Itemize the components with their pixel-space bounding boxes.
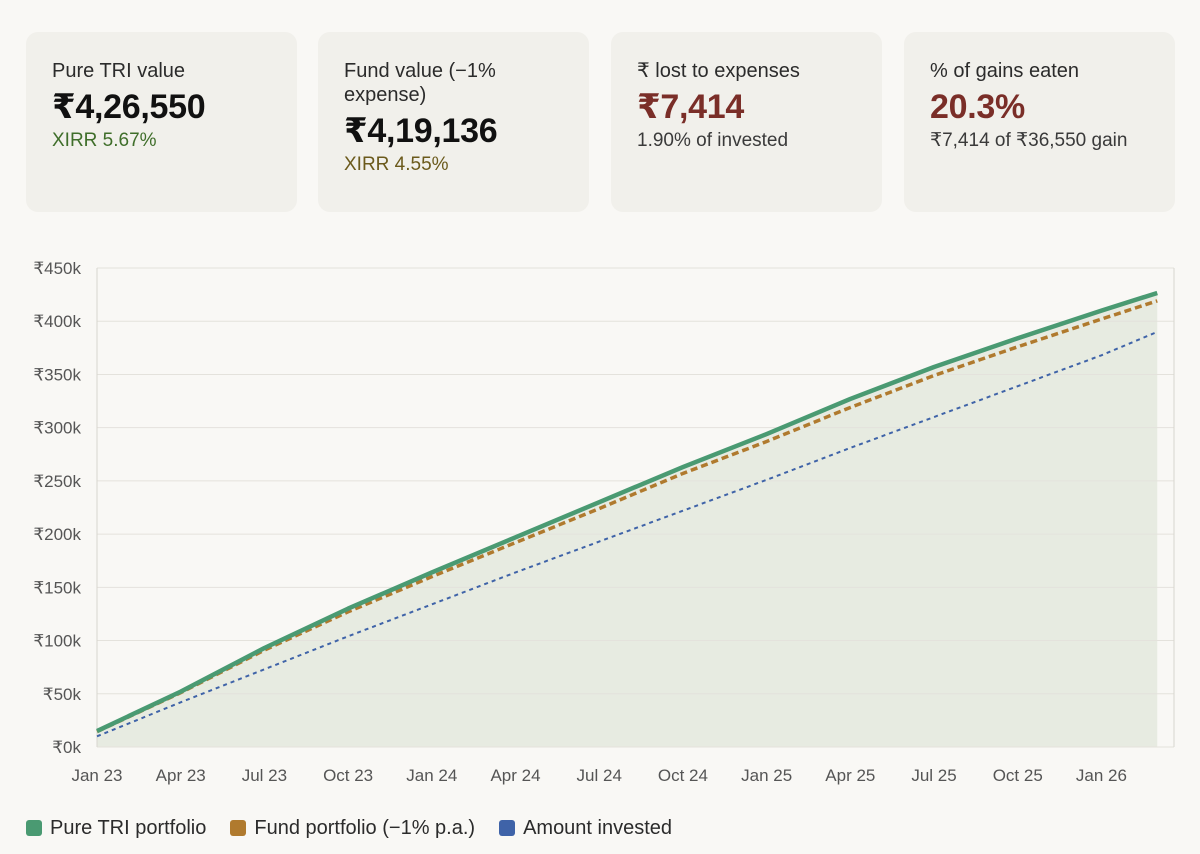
x-tick-label: Oct 25 bbox=[993, 766, 1043, 785]
card-sub: XIRR 5.67% bbox=[52, 130, 157, 151]
y-tick-label: ₹100k bbox=[33, 632, 81, 651]
card-pure-tri: Pure TRI value ₹4,26,550 XIRR 5.67% bbox=[26, 32, 297, 212]
x-tick-label: Oct 24 bbox=[658, 766, 708, 785]
y-tick-label: ₹200k bbox=[33, 525, 81, 544]
card-gains-eaten: % of gains eaten 20.3% ₹7,414 of ₹36,550… bbox=[904, 32, 1175, 212]
card-label: Fund value (−1% expense) bbox=[344, 60, 496, 106]
x-tick-label: Jan 23 bbox=[71, 766, 122, 785]
card-value: ₹4,19,136 bbox=[344, 112, 498, 150]
legend-swatch-invested bbox=[499, 820, 516, 836]
summary-cards: Pure TRI value ₹4,26,550 XIRR 5.67% Fund… bbox=[26, 32, 1186, 212]
legend-label: Amount invested bbox=[523, 816, 673, 839]
legend-item-invested[interactable]: Amount invested bbox=[499, 817, 672, 840]
legend-swatch-fund bbox=[230, 820, 247, 836]
y-tick-label: ₹250k bbox=[33, 472, 81, 491]
card-value: ₹4,26,550 bbox=[52, 88, 206, 126]
x-tick-label: Jul 25 bbox=[911, 766, 956, 785]
y-tick-label: ₹350k bbox=[33, 365, 81, 384]
x-tick-label: Jan 24 bbox=[406, 766, 457, 785]
x-tick-label: Apr 23 bbox=[156, 766, 206, 785]
card-label: Pure TRI value bbox=[52, 60, 186, 82]
growth-chart: ₹0k ₹50k ₹100k ₹150k ₹200k ₹250k ₹300k ₹350k ₹40… bbox=[33, 259, 1175, 785]
legend-swatch-tri bbox=[26, 820, 42, 836]
card-lost-to-expenses: ₹ lost to expenses ₹7,414 1.90% of inves… bbox=[611, 32, 882, 212]
x-tick-label: Jul 23 bbox=[242, 766, 287, 785]
y-tick-label: ₹50k bbox=[43, 685, 82, 704]
card-value: 20.3% bbox=[930, 88, 1025, 126]
y-tick-label: ₹0k bbox=[52, 738, 81, 757]
series-line-invested bbox=[96, 330, 1158, 738]
x-tick-label: Jan 25 bbox=[741, 766, 792, 785]
y-tick-label: ₹400k bbox=[33, 312, 81, 331]
x-tick-label: Jul 24 bbox=[577, 766, 622, 785]
chart-legend: Pure TRI portfolio Fund portfolio (−1% p… bbox=[26, 814, 696, 842]
x-tick-label: Jan 26 bbox=[1076, 766, 1127, 785]
y-tick-label: ₹150k bbox=[33, 578, 81, 597]
legend-label: Pure TRI portfolio bbox=[50, 816, 207, 839]
x-tick-label: Apr 24 bbox=[490, 766, 540, 785]
series-line-tri bbox=[96, 290, 1158, 734]
x-tick-label: Oct 23 bbox=[323, 766, 373, 785]
x-tick-label: Apr 25 bbox=[825, 766, 875, 785]
y-tick-label: ₹450k bbox=[33, 259, 81, 278]
card-sub: ₹7,414 of ₹36,550 gain bbox=[930, 130, 1128, 151]
legend-label: Fund portfolio (−1% p.a.) bbox=[254, 816, 476, 839]
legend-item-fund[interactable]: Fund portfolio (−1% p.a.) bbox=[230, 817, 475, 840]
legend-item-tri[interactable]: Pure TRI portfolio bbox=[26, 817, 206, 840]
card-label: % of gains eaten bbox=[930, 60, 1079, 82]
y-tick-label: ₹300k bbox=[33, 419, 81, 438]
area-fill bbox=[97, 292, 1158, 747]
card-fund-value: Fund value (−1% expense) ₹4,19,136 XIRR … bbox=[318, 32, 589, 212]
card-value: ₹7,414 bbox=[637, 88, 744, 126]
card-label: ₹ lost to expenses bbox=[637, 60, 800, 82]
card-sub: XIRR 4.55% bbox=[344, 154, 449, 175]
card-sub: 1.90% of invested bbox=[637, 130, 789, 151]
